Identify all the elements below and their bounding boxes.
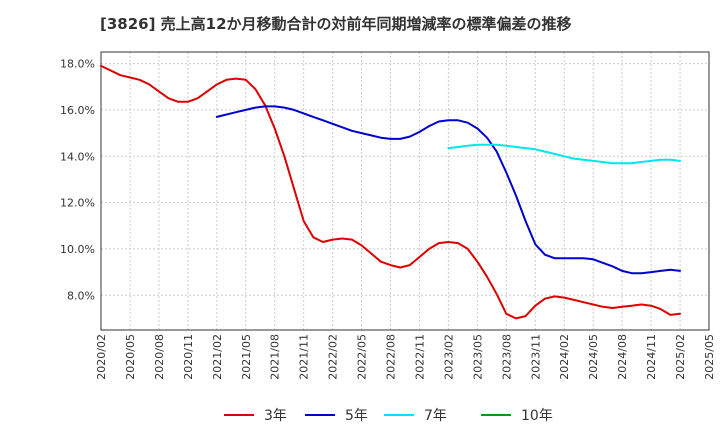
x-tick-label: 2023/02 [442, 334, 455, 380]
series-line-3 [447, 143, 681, 165]
x-tick-label: 2020/11 [182, 334, 195, 380]
legend-label: 7年 [424, 408, 447, 424]
x-tick-label: 2022/05 [356, 334, 369, 380]
x-tick-label: 2024/08 [616, 334, 629, 380]
y-tick-label: 18.0% [60, 58, 95, 71]
legend-label: 5年 [345, 408, 368, 424]
x-tick-label: 2021/02 [211, 334, 224, 380]
x-tick-label: 2022/11 [413, 334, 426, 380]
x-tick-label: 2024/02 [558, 334, 571, 380]
x-tick-label: 2025/02 [674, 334, 687, 380]
chart-title: [3826] 売上高12か月移動合計の対前年同期増減率の標準偏差の推移 [100, 15, 572, 33]
y-tick-label: 10.0% [60, 243, 95, 256]
x-tick-label: 2021/08 [269, 334, 282, 380]
x-tick-label: 2020/02 [95, 334, 108, 380]
y-tick-label: 16.0% [60, 104, 95, 117]
legend-label: 10年 [521, 408, 553, 424]
x-tick-label: 2021/11 [298, 334, 311, 380]
x-tick-label: 2023/08 [500, 334, 513, 380]
x-tick-label: 2021/05 [240, 334, 253, 380]
y-tick-label: 14.0% [60, 150, 95, 163]
x-tick-label: 2020/05 [124, 334, 137, 380]
x-tick-label: 2020/08 [153, 334, 166, 380]
series-line-1 [100, 64, 681, 320]
plot-area [101, 52, 709, 330]
x-tick-label: 2025/05 [703, 334, 716, 380]
legend-label: 3年 [264, 408, 287, 424]
y-tick-label: 8.0% [67, 289, 95, 302]
plot-border [100, 51, 710, 331]
x-tick-label: 2023/05 [471, 334, 484, 380]
y-tick-label: 12.0% [60, 197, 95, 210]
x-tick-label: 2024/11 [645, 334, 658, 380]
x-tick-label: 2023/11 [529, 334, 542, 380]
x-tick-label: 2022/08 [385, 334, 398, 380]
x-tick-label: 2022/02 [327, 334, 340, 380]
x-tick-label: 2024/05 [587, 334, 600, 380]
series-line-2 [215, 105, 681, 275]
